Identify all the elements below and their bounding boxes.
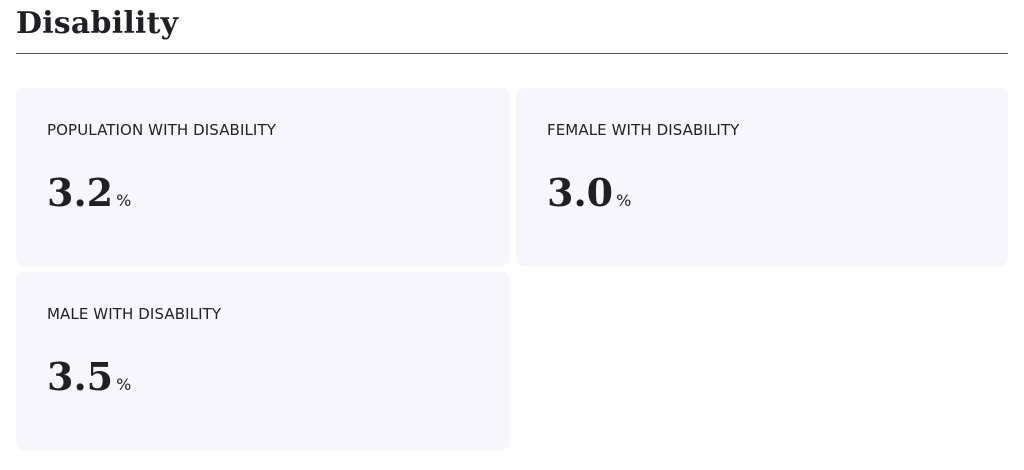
stat-value: 3.2% bbox=[47, 170, 131, 215]
stat-card: FEMALE WITH DISABILITY 3.0% bbox=[516, 88, 1008, 266]
stat-unit: % bbox=[116, 375, 132, 394]
stat-number: 3.2 bbox=[47, 170, 114, 215]
stat-label: MALE WITH DISABILITY bbox=[47, 305, 222, 323]
stat-number: 3.0 bbox=[547, 170, 614, 215]
stat-label: FEMALE WITH DISABILITY bbox=[547, 121, 740, 139]
stat-label: POPULATION WITH DISABILITY bbox=[47, 121, 276, 139]
stat-value: 3.0% bbox=[547, 170, 631, 215]
stat-value: 3.5% bbox=[47, 354, 131, 399]
stat-grid: POPULATION WITH DISABILITY 3.2% FEMALE WIT… bbox=[16, 88, 1008, 450]
section-title: Disability bbox=[16, 6, 179, 41]
stat-unit: % bbox=[116, 191, 132, 210]
stat-unit: % bbox=[616, 191, 632, 210]
divider bbox=[16, 53, 1008, 54]
stat-card: POPULATION WITH DISABILITY 3.2% bbox=[16, 88, 510, 266]
stat-card: MALE WITH DISABILITY 3.5% bbox=[16, 272, 510, 450]
stat-number: 3.5 bbox=[47, 354, 114, 399]
